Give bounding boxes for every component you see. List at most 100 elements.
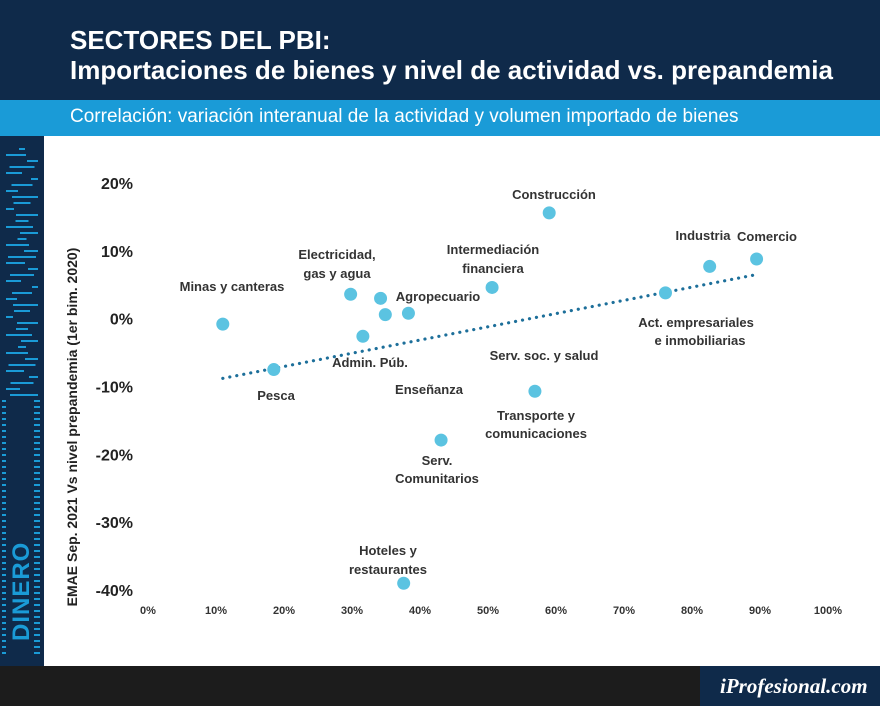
data-point <box>658 286 672 300</box>
side-bar-mark <box>6 298 17 300</box>
side-bar-mark <box>34 544 40 546</box>
side-bar-mark <box>32 286 38 288</box>
side-bar-mark <box>34 436 40 438</box>
side-bar-mark <box>2 508 6 510</box>
side-bar-mark <box>34 400 40 402</box>
y-tick-label: 20% <box>101 176 133 193</box>
side-bar-mark <box>34 454 40 456</box>
x-tick-label: 40% <box>409 605 431 617</box>
header-banner: SECTORES DEL PBI: Importaciones de biene… <box>0 0 880 100</box>
side-bar-mark <box>34 634 40 636</box>
side-bar-mark <box>10 274 34 276</box>
data-point <box>528 384 542 398</box>
side-bar-mark <box>2 490 6 492</box>
subtitle: Correlación: variación interanual de la … <box>70 106 739 127</box>
label-intermediacion: Intermediación financiera <box>447 242 540 276</box>
side-bar-mark <box>34 538 40 540</box>
y-tick-label: -10% <box>96 380 133 397</box>
side-bar-mark <box>2 430 6 432</box>
side-bar-mark <box>2 538 6 540</box>
data-point <box>216 317 230 331</box>
side-bar-mark <box>8 364 36 366</box>
side-bar-mark <box>17 238 27 240</box>
side-bar-mark <box>34 586 40 588</box>
y-tick-label: -40% <box>96 583 133 600</box>
footer-logo-box: iProfesional.com <box>700 666 880 706</box>
data-point <box>356 329 370 343</box>
x-tick-labels: 0% 10% 20% 30% 40% 50% 60% 70% 80% 90% 100% <box>140 605 842 617</box>
y-tick-label: 0% <box>110 312 133 329</box>
side-bar-mark <box>9 166 35 168</box>
label-serv-comunitarios: Serv. Comunitarios <box>395 453 479 486</box>
side-bar-mark <box>2 514 6 516</box>
side-bar-mark <box>2 442 6 444</box>
side-bar-mark <box>29 376 38 378</box>
y-tick-label: 10% <box>101 244 133 261</box>
y-axis-label: EMAE Sep. 2021 Vs nivel prepandemia (1er… <box>64 248 80 607</box>
side-bar-mark <box>6 172 22 174</box>
label-pesca: Pesca <box>257 388 295 403</box>
title-line-2: Importaciones de bienes y nivel de activ… <box>70 55 833 85</box>
data-point <box>434 433 448 447</box>
side-bar-mark <box>34 580 40 582</box>
data-point <box>542 206 556 220</box>
side-bar-mark <box>2 412 6 414</box>
side-bar-mark <box>16 214 38 216</box>
side-bar-mark <box>6 388 20 390</box>
side-bar-mark <box>18 346 26 348</box>
y-tick-label: -20% <box>96 447 133 464</box>
label-hoteles: Hoteles y restaurantes <box>349 543 427 577</box>
subtitle-bar: Correlación: variación interanual de la … <box>0 100 880 136</box>
side-bar-mark <box>2 628 6 630</box>
label-minas: Minas y canteras <box>180 279 285 294</box>
side-bar-mark <box>34 508 40 510</box>
side-bar-mark <box>13 304 38 306</box>
side-bar-mark <box>2 640 6 642</box>
side-bar-mark <box>34 478 40 480</box>
side-bar-mark <box>6 244 29 246</box>
side-bar-mark <box>2 562 6 564</box>
label-agropecuario: Agropecuario <box>396 289 481 304</box>
side-bar-mark <box>2 400 6 402</box>
side-bar-mark <box>34 640 40 642</box>
side-bar-mark <box>34 502 40 504</box>
side-bar-mark <box>2 418 6 420</box>
side-bar-mark <box>2 556 6 558</box>
side-bar-mark <box>2 520 6 522</box>
side-bar-mark <box>25 358 38 360</box>
label-transporte: Transporte y comunicaciones <box>485 408 587 441</box>
side-bar-mark <box>31 178 38 180</box>
side-bar-mark <box>34 430 40 432</box>
side-bar-mark <box>34 532 40 534</box>
side-bar-mark <box>28 268 38 270</box>
side-bar-mark <box>2 568 6 570</box>
label-comercio: Comercio <box>737 229 797 244</box>
side-bar-mark <box>2 592 6 594</box>
side-bar-mark <box>2 436 6 438</box>
side-bar-mark <box>12 292 32 294</box>
side-bar-mark <box>24 250 38 252</box>
side-bar-mark <box>34 550 40 552</box>
scatter-chart: EMAE Sep. 2021 Vs nivel prepandemia (1er… <box>64 176 842 617</box>
side-bar-mark <box>6 370 24 372</box>
side-bar-mark <box>34 556 40 558</box>
side-bar-mark <box>2 580 6 582</box>
x-tick-label: 60% <box>545 605 567 617</box>
side-bar-mark <box>17 322 38 324</box>
side-bar-mark <box>34 442 40 444</box>
side-bar-mark <box>34 514 40 516</box>
side-bar-mark <box>34 574 40 576</box>
side-bar-mark <box>2 478 6 480</box>
side-bar-mark <box>2 544 6 546</box>
side-bar-mark <box>11 184 33 186</box>
side-bar-mark <box>6 226 33 228</box>
data-point <box>401 306 415 320</box>
side-bar-mark <box>34 568 40 570</box>
side-bar-mark <box>2 634 6 636</box>
x-tick-label: 10% <box>205 605 227 617</box>
side-bar-mark <box>34 520 40 522</box>
side-bar-mark <box>16 328 28 330</box>
footer-bar: iProfesional.com <box>0 666 880 706</box>
side-bar-mark <box>2 502 6 504</box>
